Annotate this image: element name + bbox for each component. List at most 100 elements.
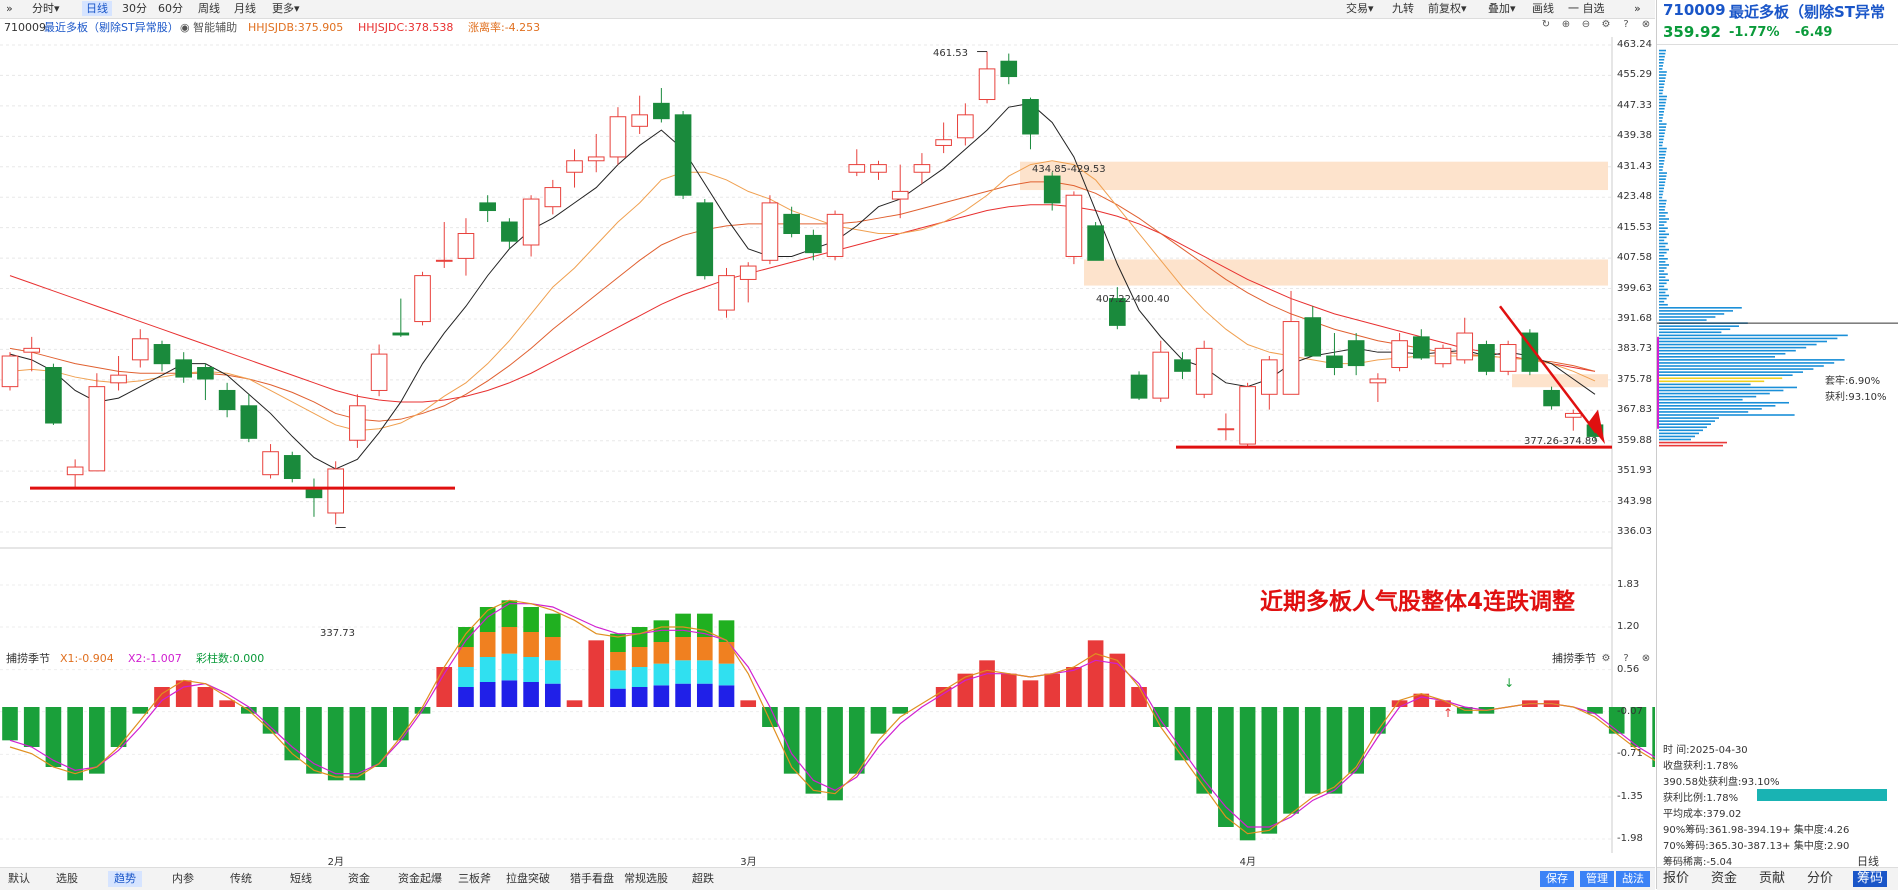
indicator-close-icon[interactable]: ⊗ — [1641, 653, 1651, 664]
candle — [891, 164, 909, 219]
nine-turn-button[interactable]: 九转 — [1392, 2, 1414, 15]
x1-line — [9, 599, 1655, 835]
candle — [913, 153, 931, 184]
tab-60min[interactable]: 60分 — [158, 2, 183, 15]
candle-body — [1521, 332, 1539, 372]
indicator-bar — [1435, 700, 1451, 707]
tab-traditional[interactable]: 传统 — [230, 872, 252, 885]
ma10-line — [9, 160, 1596, 432]
settings-icon[interactable]: ⚙ — [1601, 19, 1611, 30]
candle-body — [1022, 99, 1039, 135]
tab-default[interactable]: 默认 — [8, 872, 30, 885]
refresh-icon[interactable]: ↻ — [1541, 19, 1551, 30]
chip-bar — [1659, 319, 1707, 321]
zoom-out-icon[interactable]: ⊖ — [1581, 19, 1591, 30]
tab-capital[interactable]: 资金 — [348, 872, 370, 885]
tab-more[interactable]: 更多▾ — [272, 2, 300, 15]
draw-line-button[interactable]: 画线 — [1532, 2, 1554, 15]
tab-trend[interactable]: 趋势 — [108, 871, 142, 887]
candle — [501, 218, 518, 249]
tab-oversold[interactable]: 超跌 — [692, 872, 714, 885]
tab-monthly[interactable]: 月线 — [234, 2, 256, 15]
chip-bar — [1659, 71, 1667, 73]
daily-label[interactable]: 日线 — [1857, 855, 1879, 868]
tab-weekly[interactable]: 周线 — [198, 2, 220, 15]
ma5-line — [9, 102, 1596, 470]
watchlist-button[interactable]: 一 自选 — [1568, 2, 1605, 15]
candle-body — [240, 405, 258, 439]
candle — [1521, 329, 1539, 376]
chip-bar — [1659, 438, 1691, 441]
tab-three-axes[interactable]: 三板斧 — [458, 872, 491, 885]
manage-button[interactable]: 管理 — [1580, 871, 1614, 887]
tab-funds[interactable]: 资金 — [1711, 871, 1738, 886]
tab-quote[interactable]: 报价 — [1663, 871, 1690, 886]
adjust-button[interactable]: 前复权▾ — [1428, 2, 1467, 15]
overlay-button[interactable]: 叠加▾ — [1488, 2, 1516, 15]
candle — [1456, 317, 1474, 364]
indicator-bar — [805, 707, 822, 794]
indicator-bar — [45, 707, 62, 767]
candle-body — [544, 187, 562, 208]
indicator-bar — [566, 700, 583, 707]
smart-assist-toggle[interactable]: ◉ 智能辅助 — [180, 21, 238, 34]
indicator-settings-icon[interactable]: ⚙ — [1601, 653, 1611, 664]
candle-body — [1456, 332, 1474, 361]
candle-body — [1369, 378, 1387, 384]
chip-bar — [1659, 352, 1786, 355]
tab-short-term[interactable]: 短线 — [290, 872, 312, 885]
expand-icon[interactable]: » — [6, 2, 13, 15]
indicator-bar — [1044, 673, 1061, 707]
low-label: 337.73 — [320, 628, 355, 639]
chip-bar — [1659, 401, 1789, 404]
tab-stock-pick[interactable]: 选股 — [56, 872, 78, 885]
collapse-icon[interactable]: » — [1634, 2, 1641, 15]
indicator-bar — [848, 707, 865, 774]
save-button[interactable]: 保存 — [1540, 871, 1574, 887]
chip-rate: 筹码稀离:-5.04 — [1663, 857, 1733, 868]
candle-body — [522, 198, 540, 246]
candle-body — [761, 202, 779, 261]
candle — [370, 344, 388, 397]
trade-button[interactable]: 交易▾ — [1346, 2, 1374, 15]
kline-chart[interactable]: ↑↓ — [0, 37, 1655, 853]
tab-breakout[interactable]: 拉盘突破 — [506, 872, 550, 885]
candle — [283, 451, 301, 483]
zoom-in-icon[interactable]: ⊕ — [1561, 19, 1571, 30]
strategy-tabs: 默认 选股 趋势 内参 传统 短线 资金 资金起爆 三板斧 拉盘突破 猎手看盘 … — [0, 867, 1655, 890]
help-icon[interactable]: ? — [1623, 19, 1629, 30]
candle — [1087, 222, 1104, 261]
strategy-button[interactable]: 战法 — [1616, 871, 1650, 887]
candle-body — [674, 114, 692, 196]
chip-bar — [1659, 291, 1666, 294]
candle — [153, 340, 171, 372]
candle — [826, 210, 844, 261]
tab-regular-pick[interactable]: 常规选股 — [624, 872, 668, 885]
chip-bar — [1659, 120, 1663, 122]
tab-capital-burst[interactable]: 资金起爆 — [398, 872, 442, 885]
tab-price-dist[interactable]: 分价 — [1807, 871, 1834, 886]
candle — [1282, 290, 1300, 395]
tab-contribution[interactable]: 贡献 — [1759, 871, 1786, 886]
chip-bar — [1659, 117, 1663, 119]
indicator-bar — [1283, 707, 1299, 814]
indicator-help-icon[interactable]: ? — [1623, 653, 1629, 664]
candle — [197, 363, 214, 401]
tab-intraday[interactable]: 分时▾ — [32, 2, 60, 15]
indicator-stack-bar — [675, 613, 691, 637]
price-tick: 439.38 — [1617, 130, 1652, 142]
tab-chips[interactable]: 筹码 — [1853, 871, 1888, 887]
tab-insider[interactable]: 内参 — [172, 872, 194, 885]
profit-label: 获利:93.10% — [1825, 392, 1887, 403]
close-icon[interactable]: ⊗ — [1641, 19, 1651, 30]
indicator-stack-bar — [653, 642, 670, 664]
tab-30min[interactable]: 30分 — [122, 2, 147, 15]
candle-body — [175, 359, 193, 378]
chip-bar — [1659, 166, 1664, 168]
tab-daily[interactable]: 日线 — [82, 1, 112, 16]
indicator-bar — [306, 707, 322, 774]
indicator-stack-bar — [544, 660, 561, 684]
chip-bar — [1659, 83, 1665, 86]
tab-hunter[interactable]: 猎手看盘 — [570, 872, 614, 885]
indicator-stack-bar — [653, 663, 670, 686]
